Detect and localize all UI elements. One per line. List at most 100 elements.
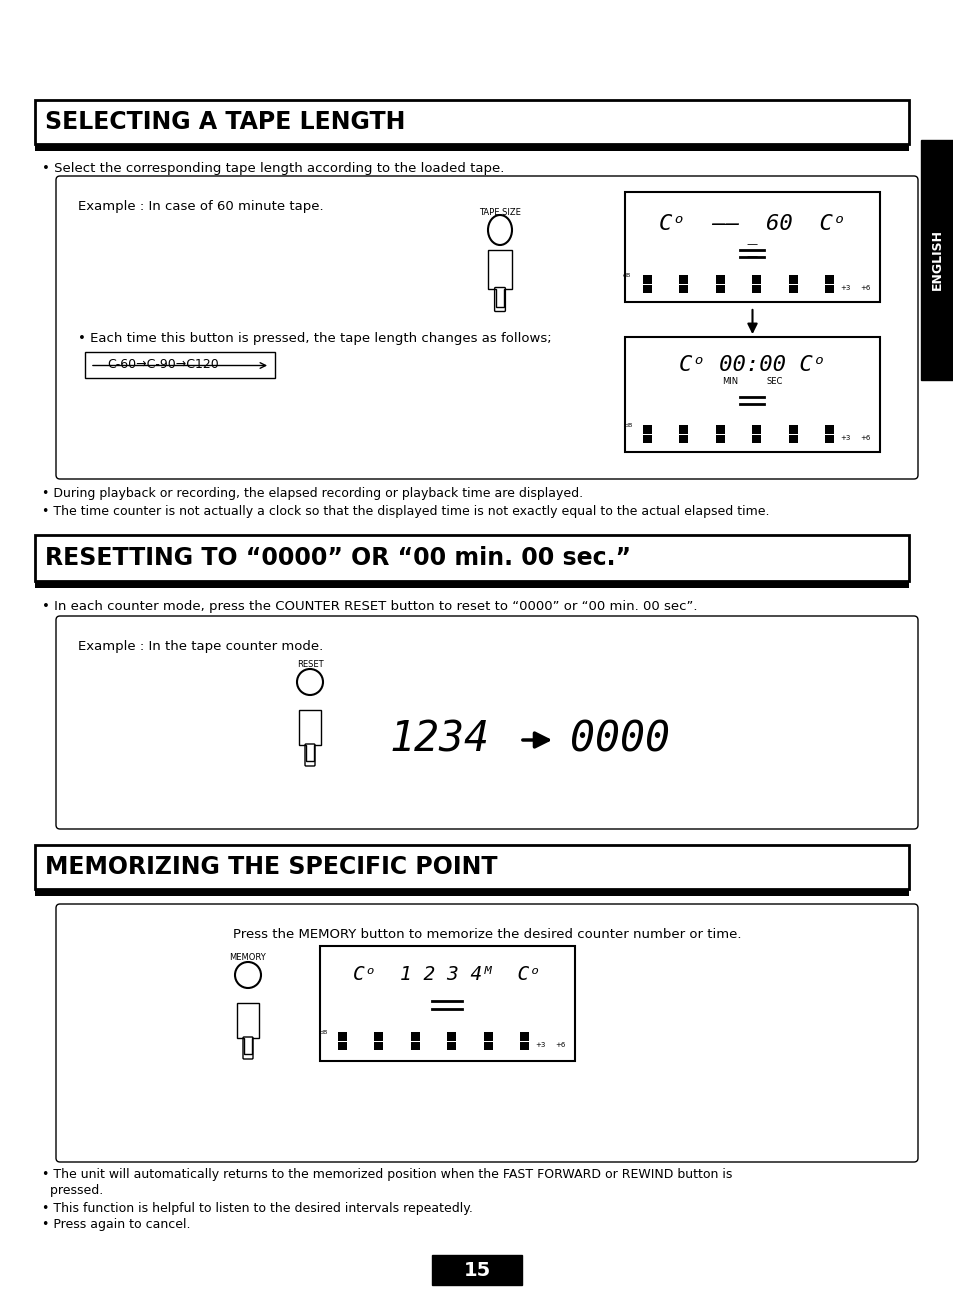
Text: +3: +3: [535, 1042, 544, 1048]
FancyBboxPatch shape: [35, 582, 908, 588]
Bar: [751, 285, 760, 293]
Bar: [447, 1042, 456, 1050]
Text: • Press again to cancel.: • Press again to cancel.: [42, 1218, 191, 1231]
Text: -20: -20: [679, 285, 688, 290]
FancyBboxPatch shape: [56, 904, 917, 1162]
Bar: [751, 425, 760, 434]
Text: • In each counter mode, press the COUNTER RESET button to reset to “0000” or “00: • In each counter mode, press the COUNTE…: [42, 600, 697, 613]
Text: -6: -6: [753, 285, 759, 290]
Bar: [715, 274, 724, 284]
Text: +6: +6: [555, 1042, 564, 1048]
Text: Example : In case of 60 minute tape.: Example : In case of 60 minute tape.: [78, 200, 323, 213]
Bar: [751, 274, 760, 284]
FancyBboxPatch shape: [85, 352, 274, 378]
Text: +3: +3: [839, 285, 849, 291]
Bar: [642, 435, 651, 443]
FancyBboxPatch shape: [35, 535, 908, 582]
Text: Cᵒ  1 2 3 4ᴹ  Cᵒ: Cᵒ 1 2 3 4ᴹ Cᵒ: [354, 965, 541, 983]
Text: +3: +3: [839, 435, 849, 440]
Bar: [824, 274, 833, 284]
Bar: [337, 1033, 347, 1040]
Bar: [715, 425, 724, 434]
Text: Example : In the tape counter mode.: Example : In the tape counter mode.: [78, 640, 323, 654]
Text: 0: 0: [827, 285, 830, 290]
Bar: [411, 1033, 419, 1040]
Text: 15: 15: [463, 1260, 490, 1280]
Bar: [519, 1042, 529, 1050]
Text: • During playback or recording, the elapsed recording or playback time are displ: • During playback or recording, the elap…: [42, 488, 582, 501]
Bar: [824, 285, 833, 293]
FancyBboxPatch shape: [624, 337, 879, 452]
Text: SEC: SEC: [765, 378, 781, 387]
Text: • The unit will automatically returns to the memorized position when the FAST FO: • The unit will automatically returns to…: [42, 1168, 732, 1182]
Text: RESET: RESET: [296, 660, 323, 669]
Bar: [679, 435, 688, 443]
Text: C-60→C-90→C120: C-60→C-90→C120: [107, 358, 218, 371]
FancyBboxPatch shape: [56, 176, 917, 478]
Text: 0: 0: [827, 435, 830, 440]
Text: —
—: — —: [746, 239, 758, 261]
Text: Cᵒ 00:00 Cᵒ: Cᵒ 00:00 Cᵒ: [679, 356, 825, 375]
Bar: [788, 435, 797, 443]
Text: MIN: MIN: [721, 378, 738, 387]
Bar: [824, 435, 833, 443]
Text: pressed.: pressed.: [42, 1184, 103, 1197]
Bar: [642, 425, 651, 434]
Text: -6: -6: [449, 1042, 454, 1047]
Bar: [788, 285, 797, 293]
Text: • This function is helpful to listen to the desired intervals repeatedly.: • This function is helpful to listen to …: [42, 1202, 473, 1216]
Bar: [519, 1033, 529, 1040]
Text: -3: -3: [789, 285, 795, 290]
Bar: [824, 425, 833, 434]
Bar: [788, 425, 797, 434]
Text: • Select the corresponding tape length according to the loaded tape.: • Select the corresponding tape length a…: [42, 162, 504, 175]
Text: -10: -10: [411, 1042, 419, 1047]
FancyBboxPatch shape: [432, 1255, 521, 1285]
Bar: [447, 1033, 456, 1040]
Bar: [374, 1033, 383, 1040]
Text: dB: dB: [624, 423, 633, 427]
Text: 0: 0: [522, 1042, 526, 1047]
Bar: [679, 285, 688, 293]
Bar: [751, 435, 760, 443]
Bar: [483, 1033, 492, 1040]
Text: +6: +6: [859, 435, 869, 440]
Text: 0000: 0000: [569, 719, 669, 761]
Text: ENGLISH: ENGLISH: [930, 230, 943, 290]
Bar: [374, 1042, 383, 1050]
Bar: [679, 425, 688, 434]
Text: MEMORY: MEMORY: [230, 953, 266, 962]
Text: Press the MEMORY button to memorize the desired counter number or time.: Press the MEMORY button to memorize the …: [233, 928, 740, 941]
Bar: [642, 285, 651, 293]
Bar: [337, 1042, 347, 1050]
Text: -20: -20: [374, 1042, 383, 1047]
FancyBboxPatch shape: [35, 846, 908, 889]
Text: 1234: 1234: [390, 719, 490, 761]
FancyBboxPatch shape: [35, 144, 908, 152]
Text: -20: -20: [679, 435, 688, 440]
Text: -10: -10: [715, 435, 724, 440]
Text: -∞: -∞: [643, 435, 650, 440]
FancyBboxPatch shape: [319, 946, 575, 1061]
Text: dB: dB: [319, 1030, 328, 1035]
Bar: [679, 274, 688, 284]
Text: RESETTING TO “0000” OR “00 min. 00 sec.”: RESETTING TO “0000” OR “00 min. 00 sec.”: [45, 546, 630, 570]
Bar: [642, 274, 651, 284]
Text: dB: dB: [622, 273, 630, 278]
Text: -3: -3: [789, 435, 795, 440]
Bar: [788, 274, 797, 284]
FancyBboxPatch shape: [35, 101, 908, 144]
Text: -∞: -∞: [643, 285, 650, 290]
FancyBboxPatch shape: [56, 616, 917, 829]
Text: • Each time this button is pressed, the tape length changes as follows;: • Each time this button is pressed, the …: [78, 332, 551, 345]
Text: TAPE SIZE: TAPE SIZE: [478, 208, 520, 217]
Text: • The time counter is not actually a clock so that the displayed time is not exa: • The time counter is not actually a clo…: [42, 505, 769, 518]
Bar: [715, 435, 724, 443]
Bar: [715, 285, 724, 293]
FancyBboxPatch shape: [624, 192, 879, 302]
Text: -3: -3: [485, 1042, 491, 1047]
Bar: [411, 1042, 419, 1050]
Text: -6: -6: [753, 435, 759, 440]
Text: SELECTING A TAPE LENGTH: SELECTING A TAPE LENGTH: [45, 110, 405, 135]
FancyBboxPatch shape: [35, 889, 908, 897]
